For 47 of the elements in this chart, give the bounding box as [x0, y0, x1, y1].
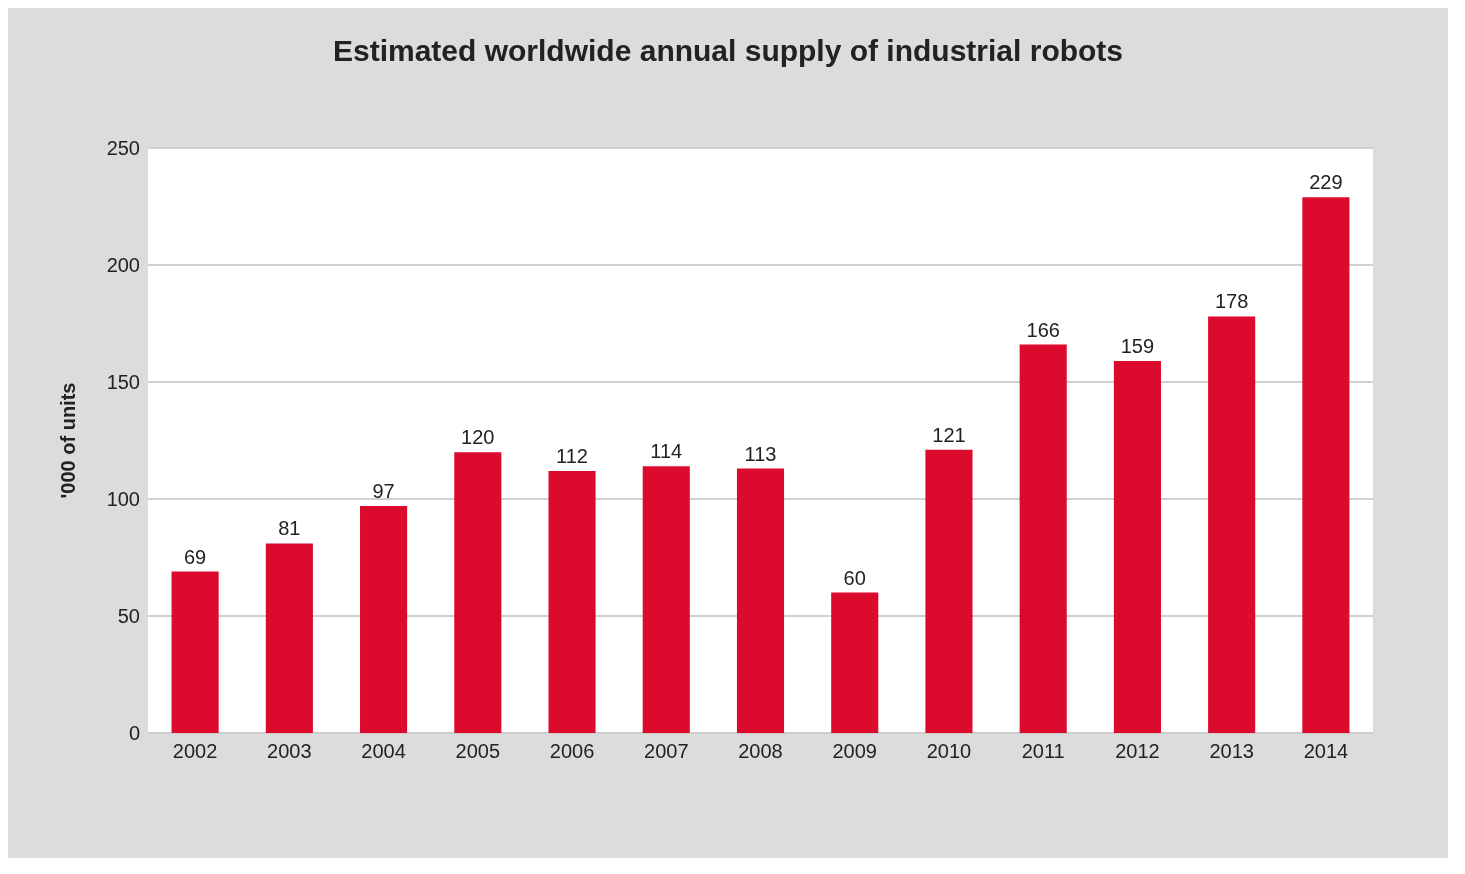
- bar: [360, 506, 408, 733]
- data-label: 60: [843, 566, 866, 589]
- bar: [1019, 344, 1067, 733]
- x-tick-label: 2012: [1115, 740, 1160, 762]
- y-tick-label: 100: [106, 488, 140, 510]
- data-label: 69: [183, 545, 207, 568]
- bar: [1113, 360, 1161, 733]
- x-tick-label: 2009: [832, 740, 877, 762]
- x-tick-label: 2003: [267, 740, 312, 762]
- x-tick-label: 2013: [1209, 740, 1254, 762]
- data-label: 113: [744, 442, 777, 465]
- data-label: 121: [932, 423, 966, 446]
- data-label: 178: [1214, 290, 1249, 313]
- y-tick-label: 50: [117, 605, 140, 627]
- data-label: 114: [650, 440, 683, 463]
- bar: [1302, 197, 1350, 733]
- y-tick-label: 250: [106, 137, 140, 159]
- data-label: 112: [556, 444, 588, 467]
- x-tick-label: 2010: [926, 740, 972, 762]
- x-tick-label: 2011: [1021, 740, 1065, 762]
- x-tick-label: 2005: [455, 740, 501, 762]
- bar: [642, 466, 690, 733]
- x-tick-label: 2004: [361, 740, 406, 762]
- y-tick-label: 150: [106, 371, 140, 393]
- y-axis-title: '000 of units: [57, 382, 79, 499]
- x-tick-label: 2002: [172, 740, 218, 762]
- chart-title: Estimated worldwide annual supply of industrial robots: [332, 33, 1124, 67]
- bar: [171, 571, 219, 733]
- data-label: 229: [1309, 171, 1343, 194]
- data-label: 120: [461, 426, 495, 449]
- bar: [925, 449, 973, 733]
- data-label: 166: [1026, 318, 1060, 341]
- x-tick-label: 2006: [549, 740, 595, 762]
- x-tick-label: 2014: [1303, 740, 1349, 762]
- bar: [265, 543, 313, 733]
- bar: [831, 592, 879, 733]
- data-label: 159: [1120, 334, 1155, 357]
- y-tick-label: 0: [128, 722, 140, 744]
- bar: [548, 470, 596, 733]
- bar: [1208, 316, 1256, 733]
- bar: [454, 452, 502, 733]
- x-tick-label: 2007: [644, 740, 689, 762]
- x-tick-label: 2008: [738, 740, 783, 762]
- bar: [736, 468, 785, 733]
- y-tick-label: 200: [106, 254, 140, 276]
- data-label: 81: [278, 517, 301, 540]
- data-label: 97: [372, 480, 395, 503]
